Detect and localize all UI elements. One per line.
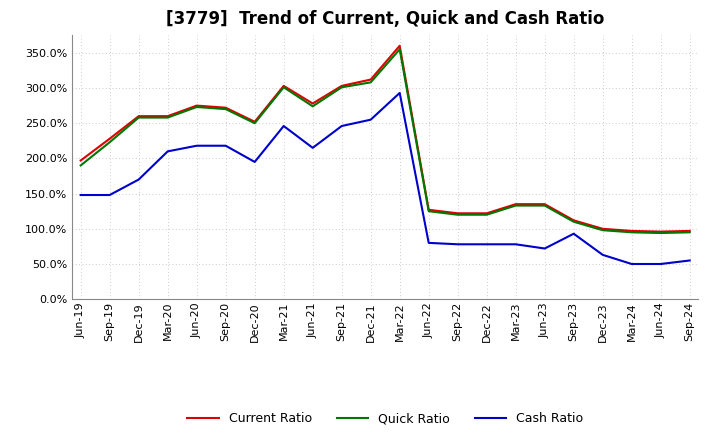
Current Ratio [279, 83, 288, 88]
Current Ratio [76, 158, 85, 163]
Cash Ratio [338, 123, 346, 128]
Current Ratio [657, 229, 665, 234]
Quick Ratio [424, 209, 433, 214]
Cash Ratio [221, 143, 230, 148]
Current Ratio [366, 77, 375, 82]
Cash Ratio [192, 143, 201, 148]
Quick Ratio [192, 104, 201, 110]
Quick Ratio [454, 212, 462, 217]
Current Ratio [395, 43, 404, 48]
Current Ratio [598, 226, 607, 231]
Line: Quick Ratio: Quick Ratio [81, 49, 690, 233]
Cash Ratio [627, 261, 636, 267]
Cash Ratio [424, 240, 433, 246]
Cash Ratio [76, 192, 85, 198]
Cash Ratio [570, 231, 578, 236]
Current Ratio [338, 83, 346, 88]
Quick Ratio [279, 84, 288, 90]
Cash Ratio [163, 149, 172, 154]
Cash Ratio [454, 242, 462, 247]
Quick Ratio [163, 115, 172, 120]
Current Ratio [135, 114, 143, 119]
Quick Ratio [251, 121, 259, 126]
Current Ratio [627, 228, 636, 234]
Line: Current Ratio: Current Ratio [81, 46, 690, 231]
Current Ratio [192, 103, 201, 108]
Cash Ratio [541, 246, 549, 251]
Cash Ratio [657, 261, 665, 267]
Cash Ratio [279, 123, 288, 128]
Cash Ratio [482, 242, 491, 247]
Quick Ratio [135, 115, 143, 120]
Cash Ratio [511, 242, 520, 247]
Quick Ratio [570, 219, 578, 224]
Cash Ratio [395, 90, 404, 95]
Quick Ratio [105, 139, 114, 145]
Current Ratio [251, 119, 259, 125]
Quick Ratio [482, 212, 491, 217]
Line: Cash Ratio: Cash Ratio [81, 93, 690, 264]
Quick Ratio [598, 227, 607, 233]
Current Ratio [570, 218, 578, 223]
Cash Ratio [308, 145, 317, 150]
Current Ratio [308, 101, 317, 106]
Quick Ratio [338, 84, 346, 90]
Current Ratio [105, 136, 114, 141]
Current Ratio [482, 211, 491, 216]
Quick Ratio [308, 104, 317, 109]
Quick Ratio [657, 231, 665, 236]
Quick Ratio [221, 106, 230, 112]
Current Ratio [541, 202, 549, 207]
Quick Ratio [685, 230, 694, 235]
Current Ratio [424, 207, 433, 213]
Quick Ratio [627, 230, 636, 235]
Cash Ratio [135, 177, 143, 182]
Quick Ratio [395, 47, 404, 52]
Cash Ratio [685, 258, 694, 263]
Quick Ratio [511, 203, 520, 208]
Current Ratio [454, 211, 462, 216]
Cash Ratio [105, 192, 114, 198]
Cash Ratio [598, 252, 607, 257]
Cash Ratio [366, 117, 375, 122]
Quick Ratio [76, 163, 85, 168]
Quick Ratio [541, 203, 549, 208]
Legend: Current Ratio, Quick Ratio, Cash Ratio: Current Ratio, Quick Ratio, Cash Ratio [182, 407, 588, 430]
Title: [3779]  Trend of Current, Quick and Cash Ratio: [3779] Trend of Current, Quick and Cash … [166, 10, 604, 28]
Cash Ratio [251, 159, 259, 165]
Current Ratio [221, 105, 230, 110]
Quick Ratio [366, 80, 375, 85]
Current Ratio [163, 114, 172, 119]
Current Ratio [511, 202, 520, 207]
Current Ratio [685, 228, 694, 234]
